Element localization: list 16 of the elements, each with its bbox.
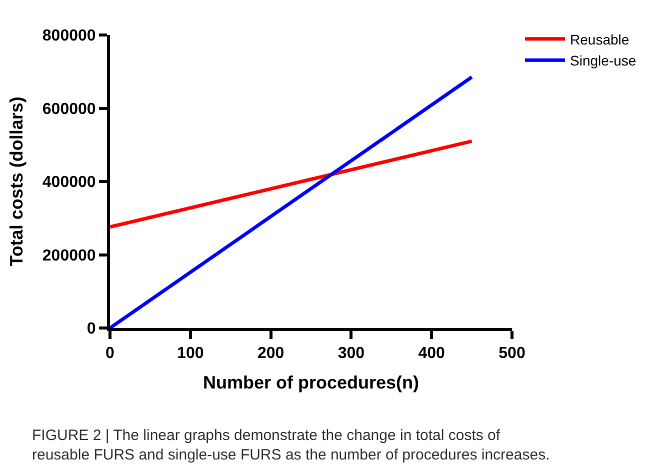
x-tick-label: 500: [498, 345, 526, 362]
y-tick-label: 200000: [42, 247, 96, 264]
x-tick-label: 100: [177, 345, 204, 362]
legend-label: Single-use: [570, 52, 636, 69]
caption: FIGURE 2 | The linear graphs demonstrate the change in total costs of reusable FURS and single-use FURS as the number of procedures increases.: [32, 427, 550, 464]
y-tick-label: 600000: [42, 100, 96, 118]
x-tick-label: 400: [418, 345, 446, 362]
x-tick-label: 0: [106, 345, 115, 362]
y-axis-title: Total costs (dollars): [6, 96, 27, 266]
x-tick-label: 300: [338, 345, 365, 362]
x-axis-title: Number of procedures(n): [202, 372, 420, 392]
legend-label: Reusable: [570, 31, 630, 48]
y-tick-label: 400000: [42, 174, 96, 192]
y-tick-label: 800000: [42, 28, 96, 45]
y-tick-label: 0: [86, 320, 96, 338]
x-tick-label: 200: [257, 345, 284, 362]
